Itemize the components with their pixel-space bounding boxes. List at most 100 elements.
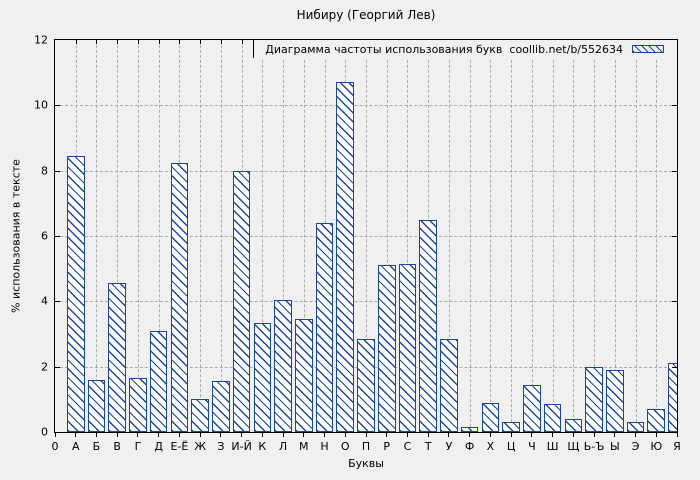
bar-Ы: [605, 369, 624, 432]
right-axis-tick: [672, 366, 677, 368]
x-axis-tick: [241, 432, 243, 437]
x-tick-label-origin: 0: [51, 440, 59, 453]
x-tick-label-И-Й: И-Й: [231, 440, 252, 453]
x-tick-label-Н: Н: [320, 440, 329, 453]
x-tick-label-Я: Я: [673, 440, 681, 453]
x-tick-label-Т: Т: [424, 440, 432, 453]
x-axis-tick: [489, 432, 491, 437]
top-axis-tick: [96, 40, 98, 44]
x-axis-tick: [324, 432, 326, 437]
y-tick-label-2: 2: [41, 360, 48, 374]
legend-label: Диаграмма частоты использования букв coo…: [265, 42, 623, 56]
x-axis-tick: [261, 432, 263, 437]
right-axis-tick: [672, 105, 677, 107]
top-axis-tick: [200, 40, 202, 44]
left-axis-tick: [55, 170, 60, 172]
x-axis-tick: [614, 432, 616, 437]
bar-К: [253, 322, 272, 432]
x-tick-label-Е-Ё: Е-Ё: [170, 440, 189, 453]
x-axis-tick: [116, 432, 118, 437]
top-axis-tick: [137, 40, 139, 44]
horizontal-gridline: [55, 236, 677, 237]
bar-В: [108, 283, 126, 432]
legend: Диаграмма частоты использования букв coo…: [253, 40, 677, 58]
bar-П: [357, 338, 375, 432]
bar-Т: [419, 219, 437, 432]
legend-box-left-border: [253, 40, 254, 58]
bar-Х: [481, 402, 500, 432]
left-axis-tick: [55, 105, 60, 107]
horizontal-gridline: [55, 105, 677, 107]
x-axis-tick: [282, 432, 284, 437]
x-axis-tick: [75, 432, 77, 437]
x-tick-label-Г: Г: [134, 440, 142, 453]
left-axis-tick: [55, 236, 60, 237]
x-axis-tick: [220, 432, 222, 437]
x-tick-label-Э: Э: [631, 440, 640, 453]
x-tick-label-Д: Д: [154, 440, 163, 453]
x-axis-tick: [593, 432, 595, 437]
bar-Ь-Ъ: [585, 366, 603, 432]
bar-Ю: [647, 409, 666, 432]
bar-Н: [315, 222, 334, 432]
x-axis-tick: [427, 432, 429, 437]
x-axis-tick: [552, 432, 554, 437]
bar-О: [336, 82, 355, 432]
plot-area: Диаграмма частоты использования букв coo…: [54, 39, 678, 433]
y-axis-title: % использования в тексте: [9, 159, 23, 313]
bars-layer: [55, 40, 677, 432]
bar-М: [294, 319, 313, 432]
x-tick-label-М: М: [299, 440, 309, 453]
x-tick-label-А: А: [71, 440, 80, 453]
x-tick-label-Ж: Ж: [194, 440, 207, 453]
y-tick-label-12: 12: [34, 33, 48, 47]
x-tick-label-Ю: Ю: [650, 440, 663, 453]
bar-Е-Ё: [170, 162, 189, 432]
right-axis-tick: [672, 301, 677, 303]
bar-А: [66, 155, 85, 432]
x-axis-tick: [54, 432, 56, 437]
x-axis-tick: [676, 432, 678, 437]
legend-swatch-hatch-icon: [632, 45, 664, 53]
x-axis-tick: [635, 432, 637, 437]
x-axis-tick: [572, 432, 574, 437]
x-axis-tick: [158, 432, 160, 437]
x-axis-tick: [406, 432, 408, 437]
x-tick-label-Р: Р: [383, 440, 391, 453]
x-tick-label-П: П: [361, 440, 371, 453]
bar-И-Й: [232, 170, 251, 432]
x-tick-label-Ь-Ъ: Ь-Ъ: [583, 440, 605, 453]
bar-Ш: [543, 404, 562, 432]
x-tick-label-О: О: [340, 440, 350, 453]
x-axis-tick: [199, 432, 201, 437]
x-axis-tick: [137, 432, 139, 437]
left-axis-tick: [55, 366, 60, 368]
top-axis-tick: [220, 40, 222, 44]
bar-Э: [626, 422, 645, 432]
x-tick-label-С: С: [403, 440, 412, 453]
top-axis-tick: [158, 40, 160, 44]
bar-Б: [87, 379, 106, 432]
top-axis-tick: [241, 40, 243, 44]
x-tick-label-З: З: [217, 440, 225, 453]
x-axis-tick: [95, 432, 97, 437]
x-axis-tick: [386, 432, 388, 437]
bar-Ц: [502, 422, 520, 432]
right-axis-tick: [672, 170, 677, 172]
x-axis-tick: [178, 432, 180, 437]
bar-Щ: [564, 418, 583, 432]
x-axis-tick: [531, 432, 533, 437]
horizontal-gridline: [55, 170, 677, 172]
x-axis-tick: [655, 432, 657, 437]
bar-Д: [149, 330, 168, 432]
x-tick-label-Ы: Ы: [609, 440, 620, 453]
bar-Г: [129, 378, 147, 432]
x-tick-label-Б: Б: [92, 440, 101, 453]
y-tick-label-8: 8: [41, 164, 48, 178]
x-tick-label-Ф: Ф: [464, 440, 475, 453]
x-axis-tick: [303, 432, 305, 437]
bar-Ф: [460, 427, 479, 432]
bar-З: [212, 381, 230, 432]
x-axis-tick: [344, 432, 346, 437]
